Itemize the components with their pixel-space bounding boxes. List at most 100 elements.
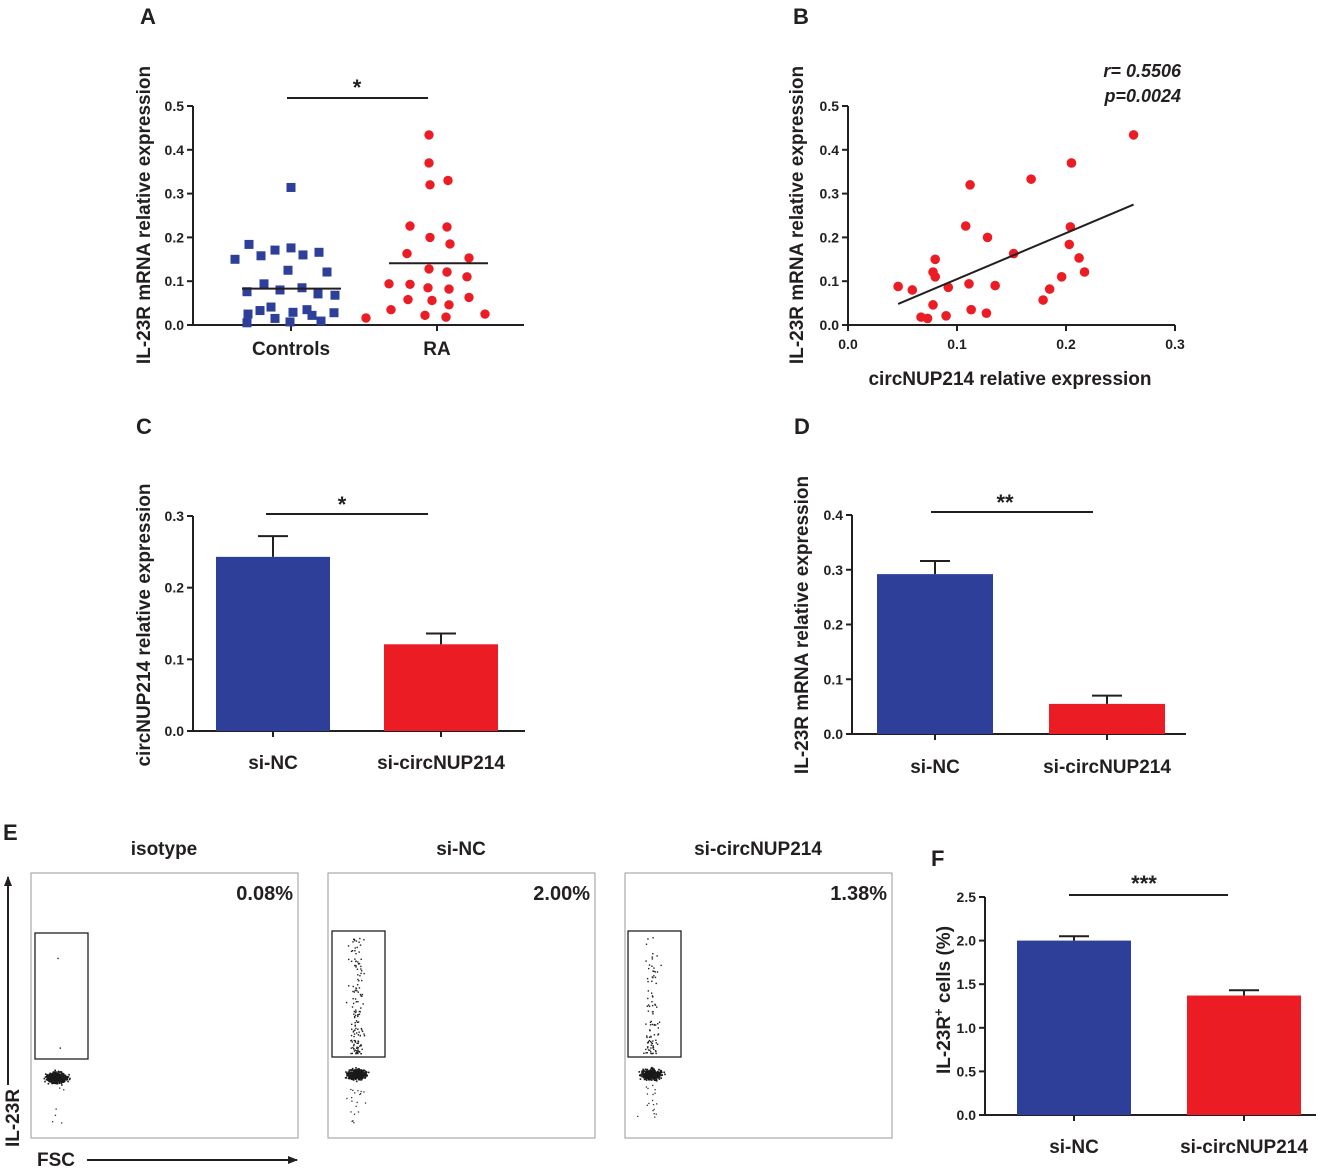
flow-event-dot (360, 965, 362, 968)
flow-event-dot (349, 1076, 352, 1079)
flow-event-dot (649, 1051, 652, 1053)
flow-event-dot (69, 1077, 71, 1080)
flow-event-dot (646, 1068, 649, 1071)
flow-event-dot (49, 1075, 51, 1078)
flow-event-dot (51, 1077, 53, 1080)
flow-event-dot (652, 1013, 654, 1015)
flow-event-dot (348, 958, 350, 961)
flow-event-dot (652, 1047, 654, 1049)
flow-event-dot (47, 1082, 50, 1085)
panel-b-point (981, 308, 992, 318)
panel-c-category-si-nc: si-NC (248, 753, 298, 774)
panel-c-bar (384, 644, 498, 731)
flow-event-dot (363, 939, 365, 941)
flow-event-dot (364, 1074, 367, 1077)
flow-event-dot (355, 1080, 358, 1083)
flow-event-dot (654, 1024, 657, 1026)
panel-a-control-point (286, 243, 296, 253)
flow-event-dot (51, 1082, 53, 1085)
flow-event-dot (351, 1023, 353, 1026)
panel-a-control-point (330, 290, 340, 300)
flow-event-dot (44, 1073, 47, 1075)
flow-event-dot (63, 1079, 66, 1081)
panel-f-y-tick-label: 2.5 (957, 889, 977, 905)
flow-event-dot (353, 939, 356, 942)
flow-event-dot (647, 1046, 649, 1048)
flow-event-dot (350, 1111, 352, 1113)
flow-event-dot (645, 960, 647, 962)
flow-event-dot (50, 1077, 52, 1080)
flow-event-dot (647, 1049, 650, 1051)
flow-event-dot (648, 1036, 651, 1039)
flow-event-dot (353, 1013, 355, 1015)
flow-event-dot (652, 937, 654, 939)
flow-event-dot (54, 1082, 56, 1085)
panel-a-control-point (230, 254, 240, 264)
flow-event-dot (645, 1086, 648, 1088)
panel-c-y-tick-label: 0.1 (165, 651, 185, 667)
flow-event-dot (352, 1120, 354, 1122)
panel-a-ra-point (424, 158, 434, 168)
flow-event-dot (52, 1077, 54, 1079)
flow-event-dot (55, 1082, 58, 1085)
flow-event-dot (54, 1071, 56, 1074)
flow-event-dot (655, 1078, 658, 1081)
flow-event-dot (652, 1052, 654, 1055)
flow-event-dot (358, 987, 361, 989)
flow-event-dot (60, 1077, 63, 1080)
flow-event-dot (353, 1033, 356, 1035)
panel-b-point (1074, 253, 1084, 263)
panel-b-x-tick-label: 0.2 (1056, 336, 1076, 352)
panel-a-y-tick-label: 0.0 (165, 317, 185, 333)
panel-b-y-tick-label: 0.0 (820, 317, 840, 333)
panel-a-control-point (286, 182, 296, 192)
flow-event-dot (657, 1027, 660, 1029)
panel-b-regression-line (897, 203, 1134, 305)
flow-event-dot (646, 1069, 649, 1072)
flow-event-dot (348, 1076, 350, 1079)
flow-event-dot (350, 1096, 353, 1099)
flow-event-dot (362, 1070, 364, 1072)
flow-event-dot (652, 1084, 654, 1087)
flow-event-dot (50, 1076, 52, 1079)
panel-d-bar (877, 574, 993, 734)
flow-event-dot (355, 1052, 357, 1055)
panel-b-y-tick-label: 0.1 (820, 273, 840, 289)
flow-event-dot (354, 1092, 356, 1094)
flow-event-dot (47, 1080, 50, 1082)
flow-event-dot (657, 1074, 659, 1076)
flow-event-dot (646, 1077, 648, 1080)
flow-event-dot (352, 941, 354, 943)
flow-event-dot (359, 993, 362, 996)
flow-event-dot (357, 1076, 359, 1079)
panel-a-ra-point (445, 239, 455, 249)
flow-event-dot (66, 1075, 68, 1078)
flow-event-dot (653, 1108, 655, 1111)
flow-event-dot (358, 951, 360, 953)
flow-event-dot (653, 1068, 655, 1071)
flow-event-dot (649, 1029, 651, 1032)
flow-event-dot (355, 1051, 358, 1054)
flow-event-dot (53, 1080, 56, 1082)
panel-a-control-point (314, 247, 324, 257)
flow-event-dot (358, 1074, 361, 1077)
panel-a-control-point (243, 309, 253, 319)
flow-event-dot (347, 1071, 350, 1074)
flow-event-dot (360, 1044, 362, 1046)
panel-a-ra-point (405, 221, 415, 231)
flow-event-dot (55, 1080, 57, 1082)
panel-c-significance-label: * (338, 492, 347, 517)
flow-event-dot (652, 1068, 654, 1070)
flow-event-dot (354, 1025, 356, 1027)
flow-event-dot (647, 1073, 649, 1076)
flow-event-dot (57, 1080, 59, 1083)
flow-event-dot (364, 1075, 367, 1078)
flow-event-dot (646, 1075, 649, 1077)
flow-event-dot (46, 1075, 48, 1078)
panel-a-control-point (313, 289, 323, 299)
flow-event-dot (355, 1105, 357, 1108)
flow-event-dot (360, 1045, 362, 1047)
flow-event-dot (640, 1074, 642, 1077)
flow-event-dot (356, 1070, 359, 1073)
